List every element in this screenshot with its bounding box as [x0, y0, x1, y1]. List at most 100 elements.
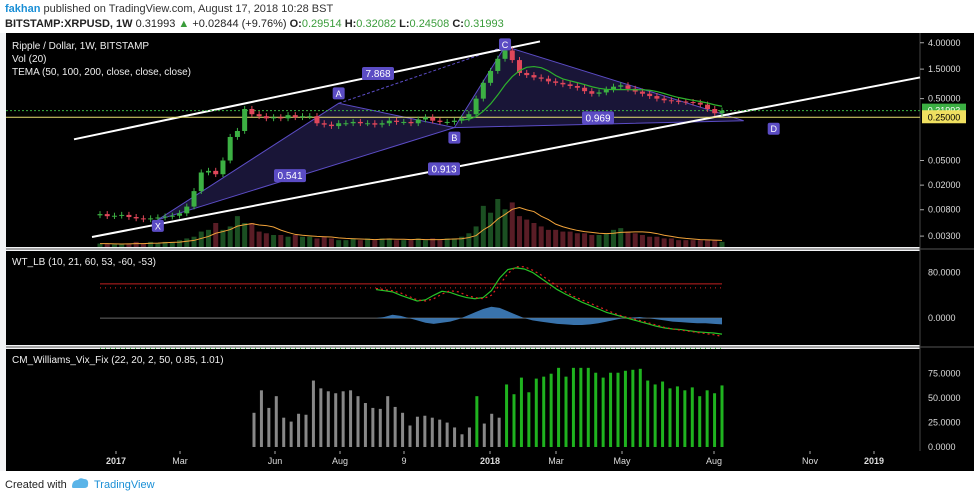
- volume-bar: [603, 233, 609, 247]
- price-tick-label: 0.05000: [928, 156, 961, 166]
- volume-bar: [618, 228, 624, 247]
- candle-body: [676, 100, 682, 102]
- candle-body: [509, 50, 515, 61]
- volume-bar: [140, 243, 146, 247]
- pattern-ac-line: [338, 45, 506, 104]
- candle-body: [140, 218, 146, 220]
- volume-bar: [705, 240, 711, 247]
- volume-bar: [126, 243, 132, 247]
- vix-bar: [638, 368, 642, 447]
- volume-bar: [712, 240, 718, 247]
- vix-bar: [653, 384, 657, 447]
- vix-bar: [549, 373, 553, 447]
- time-tick-label: 2018: [480, 456, 500, 466]
- author-link[interactable]: fakhan: [5, 3, 41, 15]
- ratio-badge-bg: [582, 111, 614, 125]
- vix-bar: [438, 419, 442, 447]
- candle-body: [394, 120, 400, 122]
- volume-bar: [155, 243, 161, 247]
- vix-bar: [282, 417, 286, 447]
- volume-bar: [661, 238, 667, 247]
- wt-tick-label: 0.0000: [928, 313, 956, 323]
- tradingview-link[interactable]: TradingView: [94, 479, 155, 491]
- point-b-label: B: [451, 133, 457, 143]
- vix-bar: [594, 372, 598, 447]
- candle-body: [647, 93, 653, 97]
- candle-body: [379, 123, 385, 125]
- vix-bar: [252, 412, 256, 447]
- candle-body: [104, 214, 110, 217]
- wt-tick-label: 80.0000: [928, 267, 961, 277]
- candle-body: [524, 72, 530, 76]
- candle-body: [567, 84, 573, 87]
- volume-bar: [278, 235, 284, 247]
- point-a-label-bg: [332, 87, 345, 100]
- vix-bar: [557, 367, 561, 447]
- volume-legend: Vol (20): [12, 54, 46, 65]
- close-label: C:: [452, 18, 464, 30]
- candle-body: [502, 50, 508, 59]
- candle-body: [191, 191, 197, 207]
- volume-bar: [111, 244, 117, 247]
- volume-bar: [408, 240, 414, 247]
- volume-bar: [242, 223, 248, 247]
- candle-body: [639, 91, 645, 94]
- candle-body: [712, 108, 718, 114]
- volume-bar: [205, 229, 211, 247]
- volume-bar: [589, 235, 595, 247]
- vix-bar: [423, 415, 427, 447]
- vix-bar: [371, 407, 375, 447]
- candle-body: [611, 86, 617, 90]
- vix-bar: [401, 412, 405, 447]
- volume-bar: [148, 241, 154, 247]
- chart-canvas[interactable]: 4.00000 1.50000 0.50000 0.05000 0.02000 0.008…: [0, 33, 974, 471]
- volume-bar: [531, 223, 537, 247]
- vix-bar: [490, 413, 494, 447]
- volume-bar: [321, 236, 327, 247]
- point-c-label-bg: [499, 38, 512, 51]
- candle-body: [422, 117, 428, 120]
- price-chart-title: Ripple / Dollar, 1W, BITSTAMP: [12, 41, 149, 52]
- volume-bar: [372, 240, 378, 247]
- vix-bar: [349, 390, 353, 447]
- volume-bar: [516, 216, 522, 247]
- wt-line-2: [375, 266, 723, 338]
- open-value: 0.29514: [301, 18, 342, 30]
- candle-body: [603, 89, 609, 93]
- wt-histogram: [376, 306, 722, 325]
- tema-legend: TEMA (50, 100, 200, close, close, close): [12, 67, 191, 78]
- candle-body: [256, 114, 262, 117]
- volume-bar: [198, 231, 204, 247]
- point-a-label: A: [336, 89, 342, 99]
- vix-bar: [705, 390, 709, 447]
- volume-bar: [545, 229, 551, 247]
- volume-bar: [625, 231, 631, 247]
- vix-bar: [675, 386, 679, 447]
- volume-bar: [285, 236, 291, 247]
- time-tick-label: 9: [401, 456, 406, 466]
- candle-body: [372, 123, 378, 125]
- time-tick-label: May: [613, 456, 631, 466]
- volume-bar: [524, 219, 530, 247]
- candle-body: [205, 170, 211, 173]
- candle-body: [545, 78, 551, 82]
- volume-bar: [314, 238, 320, 247]
- vix-bar: [720, 385, 724, 447]
- volume-bar: [574, 233, 580, 247]
- volume-bar: [437, 240, 443, 247]
- volume-bar: [538, 226, 544, 247]
- volume-bar: [234, 216, 240, 247]
- vix-bar: [267, 407, 271, 447]
- price-tick-label: 0.00300: [928, 231, 961, 241]
- candle-body: [336, 123, 342, 127]
- volume-bar: [697, 240, 703, 247]
- volume-bar: [343, 240, 349, 247]
- candle-body: [589, 91, 595, 94]
- footer-bar: Created with TradingView: [0, 471, 974, 497]
- candle-body: [249, 108, 255, 115]
- vix-bar: [259, 390, 263, 447]
- vix-bar: [386, 396, 390, 447]
- volume-bar: [430, 238, 436, 247]
- candle-body: [321, 123, 327, 125]
- vix-bar: [512, 394, 516, 447]
